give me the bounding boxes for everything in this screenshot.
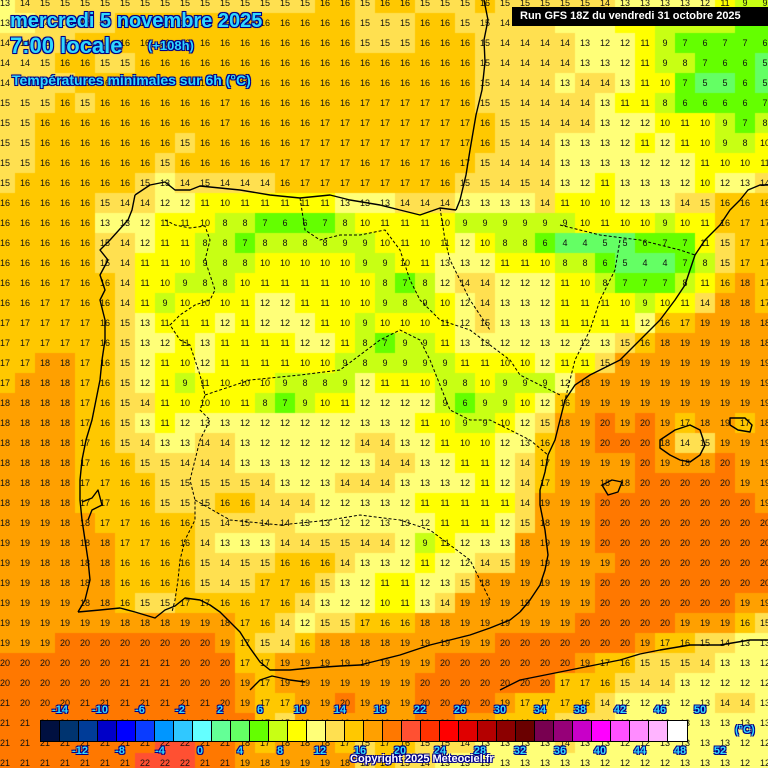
scale-label-top: 46 <box>653 704 667 716</box>
scale-label-top: -10 <box>92 704 108 716</box>
scale-label-bottom: 32 <box>513 745 527 757</box>
color-swatch <box>649 721 668 741</box>
scale-label-bottom: 48 <box>673 745 687 757</box>
scale-label-top: 42 <box>613 704 627 716</box>
scale-label-bottom: 8 <box>276 745 284 757</box>
color-swatch <box>611 721 630 741</box>
color-swatch <box>193 721 212 741</box>
variable-title: Températures minimales sur 6h (°C) <box>12 72 251 88</box>
scale-label-top: 10 <box>293 704 307 716</box>
color-swatch <box>440 721 459 741</box>
scale-label-bottom: 40 <box>593 745 607 757</box>
color-swatch <box>79 721 98 741</box>
scale-label-top: 34 <box>533 704 547 716</box>
scale-label-bottom: 36 <box>553 745 567 757</box>
color-swatch <box>573 721 592 741</box>
scale-label-bottom: 0 <box>196 745 204 757</box>
scale-label-top: 26 <box>453 704 467 716</box>
color-swatch <box>269 721 288 741</box>
scale-label-bottom: 44 <box>633 745 647 757</box>
forecast-hour: 7:00 locale <box>10 33 123 58</box>
color-swatch <box>345 721 364 741</box>
color-swatch <box>478 721 497 741</box>
scale-label-bottom: -12 <box>72 745 88 757</box>
color-swatch <box>136 721 155 741</box>
color-swatch <box>288 721 307 741</box>
color-swatch <box>326 721 345 741</box>
model-run-label: Run GFS 18Z du vendredi 31 octobre 2025 <box>512 7 768 26</box>
scale-label-top: -6 <box>135 704 145 716</box>
scale-label-top: -2 <box>175 704 185 716</box>
color-swatch <box>212 721 231 741</box>
scale-label-top: -14 <box>52 704 68 716</box>
color-swatch <box>98 721 117 741</box>
color-swatch <box>250 721 269 741</box>
scale-label-top: 50 <box>693 704 707 716</box>
scale-label-top: 38 <box>573 704 587 716</box>
color-swatch <box>364 721 383 741</box>
scale-label-top: 22 <box>413 704 427 716</box>
scale-label-bottom: -4 <box>155 745 165 757</box>
color-swatch <box>668 721 687 741</box>
color-swatch <box>60 721 79 741</box>
forecast-offset: (+108h) <box>148 38 194 53</box>
color-swatch <box>630 721 649 741</box>
color-swatch <box>421 721 440 741</box>
color-swatch <box>174 721 193 741</box>
scale-label-top: 6 <box>256 704 264 716</box>
scale-label-bottom: 28 <box>473 745 487 757</box>
scale-label-bottom: 16 <box>353 745 367 757</box>
scale-label-bottom: 20 <box>393 745 407 757</box>
color-swatch <box>459 721 478 741</box>
color-swatch <box>402 721 421 741</box>
color-swatch <box>497 721 516 741</box>
unit-label: (°C) <box>735 724 755 736</box>
color-swatch <box>516 721 535 741</box>
color-swatch <box>155 721 174 741</box>
scale-label-bottom: -8 <box>115 745 125 757</box>
scale-label-top: 18 <box>373 704 387 716</box>
copyright: Copyright 2025 Meteociel.fr <box>350 753 494 765</box>
color-swatch <box>383 721 402 741</box>
scale-label-bottom: 24 <box>433 745 447 757</box>
scale-label-top: 2 <box>216 704 224 716</box>
scale-label-bottom: 12 <box>313 745 327 757</box>
color-swatch <box>554 721 573 741</box>
color-swatch <box>592 721 611 741</box>
scale-label-top: 30 <box>493 704 507 716</box>
color-swatch <box>535 721 554 741</box>
scale-label-bottom: 52 <box>713 745 727 757</box>
forecast-date: mercredi 5 novembre 2025 <box>10 10 263 32</box>
color-swatch <box>41 721 60 741</box>
color-swatch <box>117 721 136 741</box>
color-scale-bar <box>40 720 688 742</box>
scale-label-bottom: 4 <box>236 745 244 757</box>
color-swatch <box>231 721 250 741</box>
scale-label-top: 14 <box>333 704 347 716</box>
color-swatch <box>307 721 326 741</box>
